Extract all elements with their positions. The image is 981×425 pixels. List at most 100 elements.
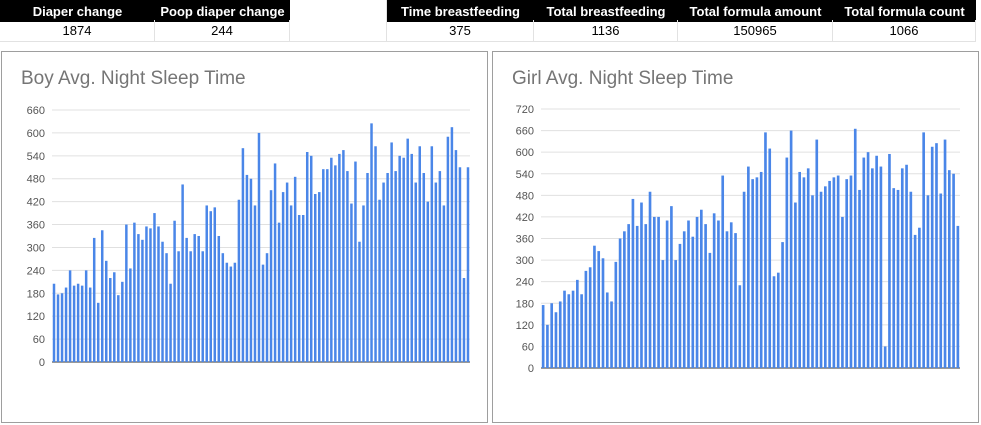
bar[interactable] xyxy=(217,236,221,362)
bar[interactable] xyxy=(661,260,665,368)
bar[interactable] xyxy=(318,192,321,362)
bar[interactable] xyxy=(721,175,725,368)
bar[interactable] xyxy=(631,198,635,368)
bar[interactable] xyxy=(257,132,261,362)
bar[interactable] xyxy=(776,272,780,368)
bar[interactable] xyxy=(627,224,630,368)
value-time-breastfeeding[interactable]: 375 xyxy=(387,20,534,42)
bar[interactable] xyxy=(450,127,454,363)
bar[interactable] xyxy=(755,177,759,368)
bar[interactable] xyxy=(293,176,297,362)
bar[interactable] xyxy=(426,201,430,362)
bar[interactable] xyxy=(789,130,793,368)
bar[interactable] xyxy=(157,226,160,362)
bar[interactable] xyxy=(105,260,108,362)
header-blank-1[interactable] xyxy=(290,0,387,22)
bar[interactable] xyxy=(326,169,329,362)
bar[interactable] xyxy=(734,233,737,368)
bar[interactable] xyxy=(695,216,699,368)
value-diaper-change[interactable]: 1874 xyxy=(0,20,155,42)
bar[interactable] xyxy=(330,157,333,362)
bar[interactable] xyxy=(80,285,84,362)
bar[interactable] xyxy=(366,173,369,362)
bar[interactable] xyxy=(691,236,695,368)
bar[interactable] xyxy=(88,287,92,362)
bar[interactable] xyxy=(640,202,643,368)
bar[interactable] xyxy=(394,171,397,362)
bar[interactable] xyxy=(285,182,289,362)
bar[interactable] xyxy=(742,191,746,368)
bar[interactable] xyxy=(558,301,562,368)
bar[interactable] xyxy=(618,238,622,369)
bar[interactable] xyxy=(165,253,168,362)
bar[interactable] xyxy=(454,150,458,362)
bar[interactable] xyxy=(601,258,605,368)
bar[interactable] xyxy=(678,243,682,368)
bar[interactable] xyxy=(442,205,446,362)
bar[interactable] xyxy=(824,186,827,368)
bar[interactable] xyxy=(832,177,836,368)
bar[interactable] xyxy=(169,283,172,362)
bar[interactable] xyxy=(913,234,917,368)
bar[interactable] xyxy=(563,290,566,368)
bar[interactable] xyxy=(249,178,253,362)
bar[interactable] xyxy=(398,155,401,362)
bar[interactable] xyxy=(221,253,225,362)
bar[interactable] xyxy=(233,262,237,362)
bar[interactable] xyxy=(871,168,874,368)
bar[interactable] xyxy=(862,157,866,368)
bar[interactable] xyxy=(708,252,712,368)
bar[interactable] xyxy=(100,230,104,362)
bar[interactable] xyxy=(193,234,196,362)
bar[interactable] xyxy=(794,202,797,368)
bar[interactable] xyxy=(849,175,853,368)
bar[interactable] xyxy=(853,128,857,368)
bar[interactable] xyxy=(305,152,309,362)
bar[interactable] xyxy=(858,189,861,368)
bar[interactable] xyxy=(189,251,192,362)
header-total-formula-amount[interactable]: Total formula amount xyxy=(678,0,833,22)
bar[interactable] xyxy=(446,136,450,362)
bar[interactable] xyxy=(84,270,88,362)
bar[interactable] xyxy=(883,346,887,368)
bar[interactable] xyxy=(64,287,68,362)
bar[interactable] xyxy=(145,226,148,362)
bar[interactable] xyxy=(947,170,951,368)
bar[interactable] xyxy=(362,205,365,362)
bar[interactable] xyxy=(935,143,938,368)
bar[interactable] xyxy=(567,294,571,368)
bar[interactable] xyxy=(759,171,763,368)
value-blank-1[interactable] xyxy=(290,20,387,42)
bar[interactable] xyxy=(60,293,64,362)
bar[interactable] xyxy=(751,179,754,368)
bar[interactable] xyxy=(277,222,281,362)
bar[interactable] xyxy=(370,123,373,362)
bar[interactable] xyxy=(129,268,132,362)
bar[interactable] xyxy=(657,216,660,368)
bar[interactable] xyxy=(181,184,184,362)
bar[interactable] xyxy=(700,209,703,368)
bar[interactable] xyxy=(289,205,293,362)
bar[interactable] xyxy=(768,148,772,368)
bar[interactable] xyxy=(269,190,273,362)
bar[interactable] xyxy=(213,207,217,362)
bar[interactable] xyxy=(241,148,245,362)
bar[interactable] xyxy=(841,216,844,368)
bar[interactable] xyxy=(76,283,80,362)
bar[interactable] xyxy=(72,285,76,362)
bar[interactable] xyxy=(875,155,878,368)
header-total-breastfeeding[interactable]: Total breastfeeding xyxy=(534,0,678,22)
bar[interactable] xyxy=(541,305,545,368)
bar[interactable] xyxy=(785,157,789,368)
bar[interactable] xyxy=(580,294,583,368)
bar[interactable] xyxy=(52,283,56,362)
bar[interactable] xyxy=(173,220,176,362)
bar[interactable] xyxy=(729,222,733,368)
bar[interactable] xyxy=(682,231,686,368)
bar[interactable] xyxy=(798,171,801,368)
bar[interactable] xyxy=(644,224,648,368)
bar[interactable] xyxy=(177,251,180,362)
bar[interactable] xyxy=(546,324,549,368)
value-total-breastfeeding[interactable]: 1136 xyxy=(534,20,678,42)
bar[interactable] xyxy=(888,153,891,368)
